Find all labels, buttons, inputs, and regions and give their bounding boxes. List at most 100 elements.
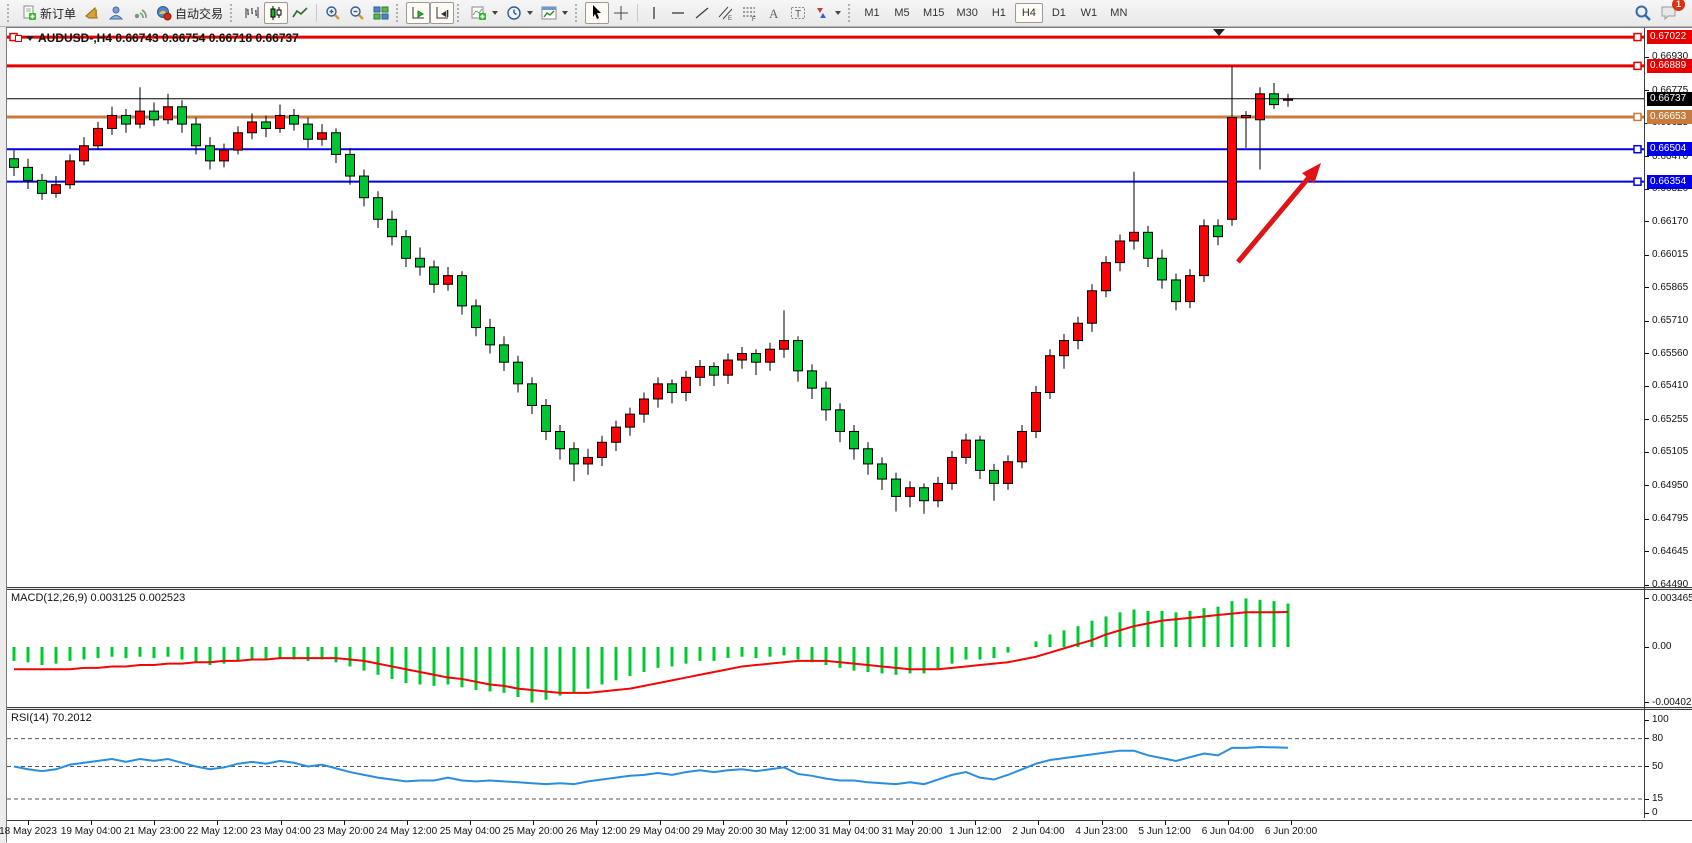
macd-tick-dash xyxy=(1645,702,1649,704)
time-label: 23 May 20:00 xyxy=(313,826,375,837)
zoom-out-icon xyxy=(350,6,364,20)
time-tick-dash xyxy=(217,821,219,825)
signals-button[interactable] xyxy=(128,2,152,24)
price-label-box: 0.66504 xyxy=(1647,142,1692,157)
time-label: 1 Jun 12:00 xyxy=(949,826,1002,837)
pane-divider[interactable] xyxy=(7,587,1692,590)
line-chart-button[interactable] xyxy=(288,2,312,24)
horn-icon xyxy=(85,7,98,19)
time-label: 6 Jun 04:00 xyxy=(1201,826,1254,837)
current-price-box: 0.66737 xyxy=(1647,91,1692,106)
svg-text:T: T xyxy=(795,9,801,20)
macd-label: MACD(12,26,9) 0.003125 0.002523 xyxy=(11,592,186,604)
cursor-icon xyxy=(593,5,602,19)
rsi-tick: 100 xyxy=(1652,714,1669,725)
notifications-button[interactable]: 1 xyxy=(1656,0,1685,24)
hline-handle xyxy=(1633,144,1642,154)
zoom-out-button[interactable] xyxy=(345,2,369,24)
time-tick-dash xyxy=(470,821,472,825)
pane-divider[interactable] xyxy=(7,707,1692,710)
indicators-button[interactable] xyxy=(467,2,502,24)
rsi-tick-dash xyxy=(1645,719,1649,721)
chart-title-text: AUDUSD-,H4 0.66743 0.66754 0.66718 0.667… xyxy=(38,31,299,45)
time-label: 29 May 20:00 xyxy=(692,826,753,837)
hline-handle-icon[interactable] xyxy=(15,34,22,42)
chart-window: AUDUSD-,H4 0.66743 0.66754 0.66718 0.667… xyxy=(0,27,1692,843)
timeframe-button-m30[interactable]: M30 xyxy=(951,3,982,23)
time-label: 21 May 23:00 xyxy=(123,826,185,837)
autotrading-icon xyxy=(157,6,172,21)
price-tick: 0.66930 xyxy=(1652,51,1689,62)
rsi-canvas[interactable] xyxy=(7,710,1651,818)
fibonacci-tool-button[interactable]: F xyxy=(738,2,762,24)
price-tick: 0.66015 xyxy=(1652,249,1689,261)
periods-button[interactable] xyxy=(502,2,537,24)
time-label: 6 Jun 20:00 xyxy=(1264,826,1318,837)
template-icon xyxy=(541,6,557,20)
profile-button[interactable] xyxy=(104,2,128,24)
time-axis[interactable]: 18 May 2023 19 May 04:00 21 May 23:00 22 Ma… xyxy=(0,820,1692,843)
timeframe-button-h4[interactable]: H4 xyxy=(1014,3,1043,23)
text-tool-button[interactable]: A xyxy=(762,2,786,24)
candlestick-chart-button[interactable] xyxy=(264,2,289,24)
new-order-button[interactable]: 新订单 xyxy=(17,2,80,24)
timeframe-button-m1[interactable]: M1 xyxy=(858,3,886,23)
bar-chart-button[interactable] xyxy=(240,2,264,24)
time-tick-dash xyxy=(1164,821,1166,825)
timeframe-button-mn[interactable]: MN xyxy=(1105,3,1133,23)
price-tick-dash xyxy=(1645,56,1649,58)
price-tick: 0.66170 xyxy=(1652,215,1689,227)
toolbar-grip xyxy=(575,4,582,22)
new-order-label: 新订单 xyxy=(40,6,77,21)
macd-canvas[interactable] xyxy=(7,590,1651,707)
chart-shift-button[interactable] xyxy=(430,2,455,24)
macd-pane: MACD(12,26,9) 0.003125 0.002523 0.003465… xyxy=(7,590,1692,708)
templates-button[interactable] xyxy=(537,2,572,24)
price-tick-dash xyxy=(1645,451,1649,453)
text-label-tool-button[interactable]: T xyxy=(786,2,810,24)
timeframe-button-m15[interactable]: M15 xyxy=(918,3,949,23)
search-button[interactable] xyxy=(1630,2,1656,24)
autotrading-button[interactable]: 自动交易 xyxy=(152,2,227,24)
auto-scroll-button[interactable] xyxy=(406,2,431,24)
time-tick-dash xyxy=(975,821,977,825)
zoom-in-icon xyxy=(326,6,340,20)
horizontal-line-tool-button[interactable] xyxy=(666,2,690,24)
time-tick-dash xyxy=(343,821,345,825)
rsi-axis[interactable]: 100 80 50 15 0 xyxy=(1645,710,1692,818)
crosshair-tool-button[interactable] xyxy=(609,2,633,24)
time-tick-dash xyxy=(596,821,598,825)
tile-windows-button[interactable] xyxy=(369,2,393,24)
price-tick: 0.65560 xyxy=(1652,347,1689,359)
timeframe-button-d1[interactable]: D1 xyxy=(1045,3,1073,23)
main-chart-canvas[interactable] xyxy=(7,28,1651,587)
time-label: 2 Jun 04:00 xyxy=(1012,826,1065,837)
arrows-tool-button[interactable] xyxy=(810,2,845,24)
macd-histogram xyxy=(12,598,1290,703)
price-label-box: 0.66354 xyxy=(1647,174,1692,189)
macd-tick: 0.00 xyxy=(1652,641,1672,652)
timeframe-button-w1[interactable]: W1 xyxy=(1075,3,1103,23)
price-tick-dash xyxy=(1645,584,1649,586)
time-label: 25 May 20:00 xyxy=(502,826,564,837)
rsi-tick: 15 xyxy=(1652,793,1664,805)
timeframe-button-h1[interactable]: H1 xyxy=(985,3,1013,23)
timeframe-button-m5[interactable]: M5 xyxy=(888,3,916,23)
arrows-shapes-icon xyxy=(817,8,827,18)
trendline-tool-button[interactable] xyxy=(690,2,714,24)
launcher-button[interactable] xyxy=(80,2,104,24)
price-tick-dash xyxy=(1645,287,1649,289)
channel-tool-button[interactable]: E xyxy=(714,2,738,24)
vertical-line-tool-button[interactable] xyxy=(642,2,666,24)
svg-text:A: A xyxy=(769,6,779,21)
candlesticks xyxy=(9,65,1293,514)
zoom-in-button[interactable] xyxy=(321,2,345,24)
hline-handle xyxy=(1633,112,1642,122)
price-axis[interactable]: 0.669300.667750.666250.664700.663200.661… xyxy=(1645,28,1692,590)
horizontal-line-icon xyxy=(672,12,685,14)
price-tick-dash xyxy=(1645,353,1649,355)
price-tick-dash xyxy=(1645,419,1649,421)
cursor-tool-button[interactable] xyxy=(585,2,610,24)
time-label: 22 May 12:00 xyxy=(187,826,248,837)
macd-axis[interactable]: 0.003465 0.00 -0.004026 xyxy=(1645,590,1692,708)
